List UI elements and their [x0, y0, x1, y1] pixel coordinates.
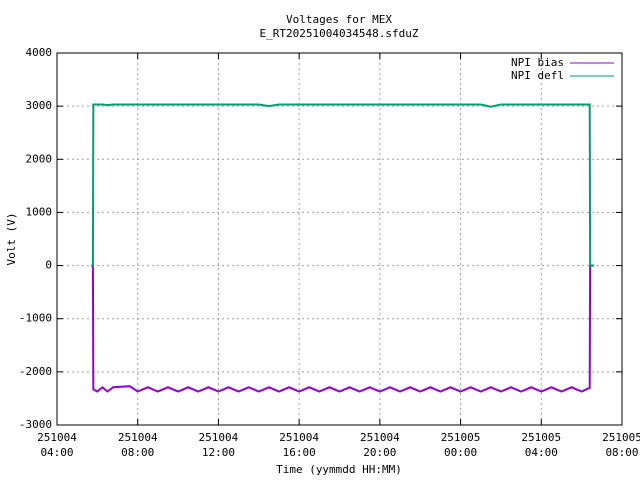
- legend-label: NPI defl: [511, 69, 564, 82]
- y-axis-label: Volt (V): [5, 213, 18, 266]
- chart-subtitle: E_RT20251004034548.sfduZ: [260, 27, 419, 40]
- x-tick-label: 251004 04:00: [37, 431, 77, 459]
- x-tick-label: 251004 08:00: [118, 431, 158, 459]
- y-tick-label: 3000: [26, 99, 53, 112]
- chart-title: Voltages for MEX: [286, 13, 392, 26]
- y-tick-label: -1000: [19, 312, 52, 325]
- y-tick-label: -2000: [19, 365, 52, 378]
- x-tick-label: 251004 12:00: [199, 431, 239, 459]
- legend-label: NPI bias: [511, 56, 564, 69]
- y-tick-label: -3000: [19, 418, 52, 431]
- x-tick-label: 251004 20:00: [360, 431, 400, 459]
- data-line: [91, 264, 594, 393]
- plot-frame: [56, 52, 623, 426]
- data-line: [91, 103, 594, 267]
- x-tick-label: 251005 00:00: [441, 431, 481, 459]
- x-tick-label: 251005 04:00: [521, 431, 561, 459]
- x-tick-label: 251005 08:00: [602, 431, 640, 459]
- x-tick-label: 251004 16:00: [279, 431, 319, 459]
- y-tick-label: 1000: [26, 205, 53, 218]
- x-axis-label: Time (yymmdd HH:MM): [276, 463, 402, 476]
- y-tick-label: 2000: [26, 152, 53, 165]
- y-tick-label: 0: [45, 259, 52, 272]
- y-tick-label: 4000: [26, 46, 53, 59]
